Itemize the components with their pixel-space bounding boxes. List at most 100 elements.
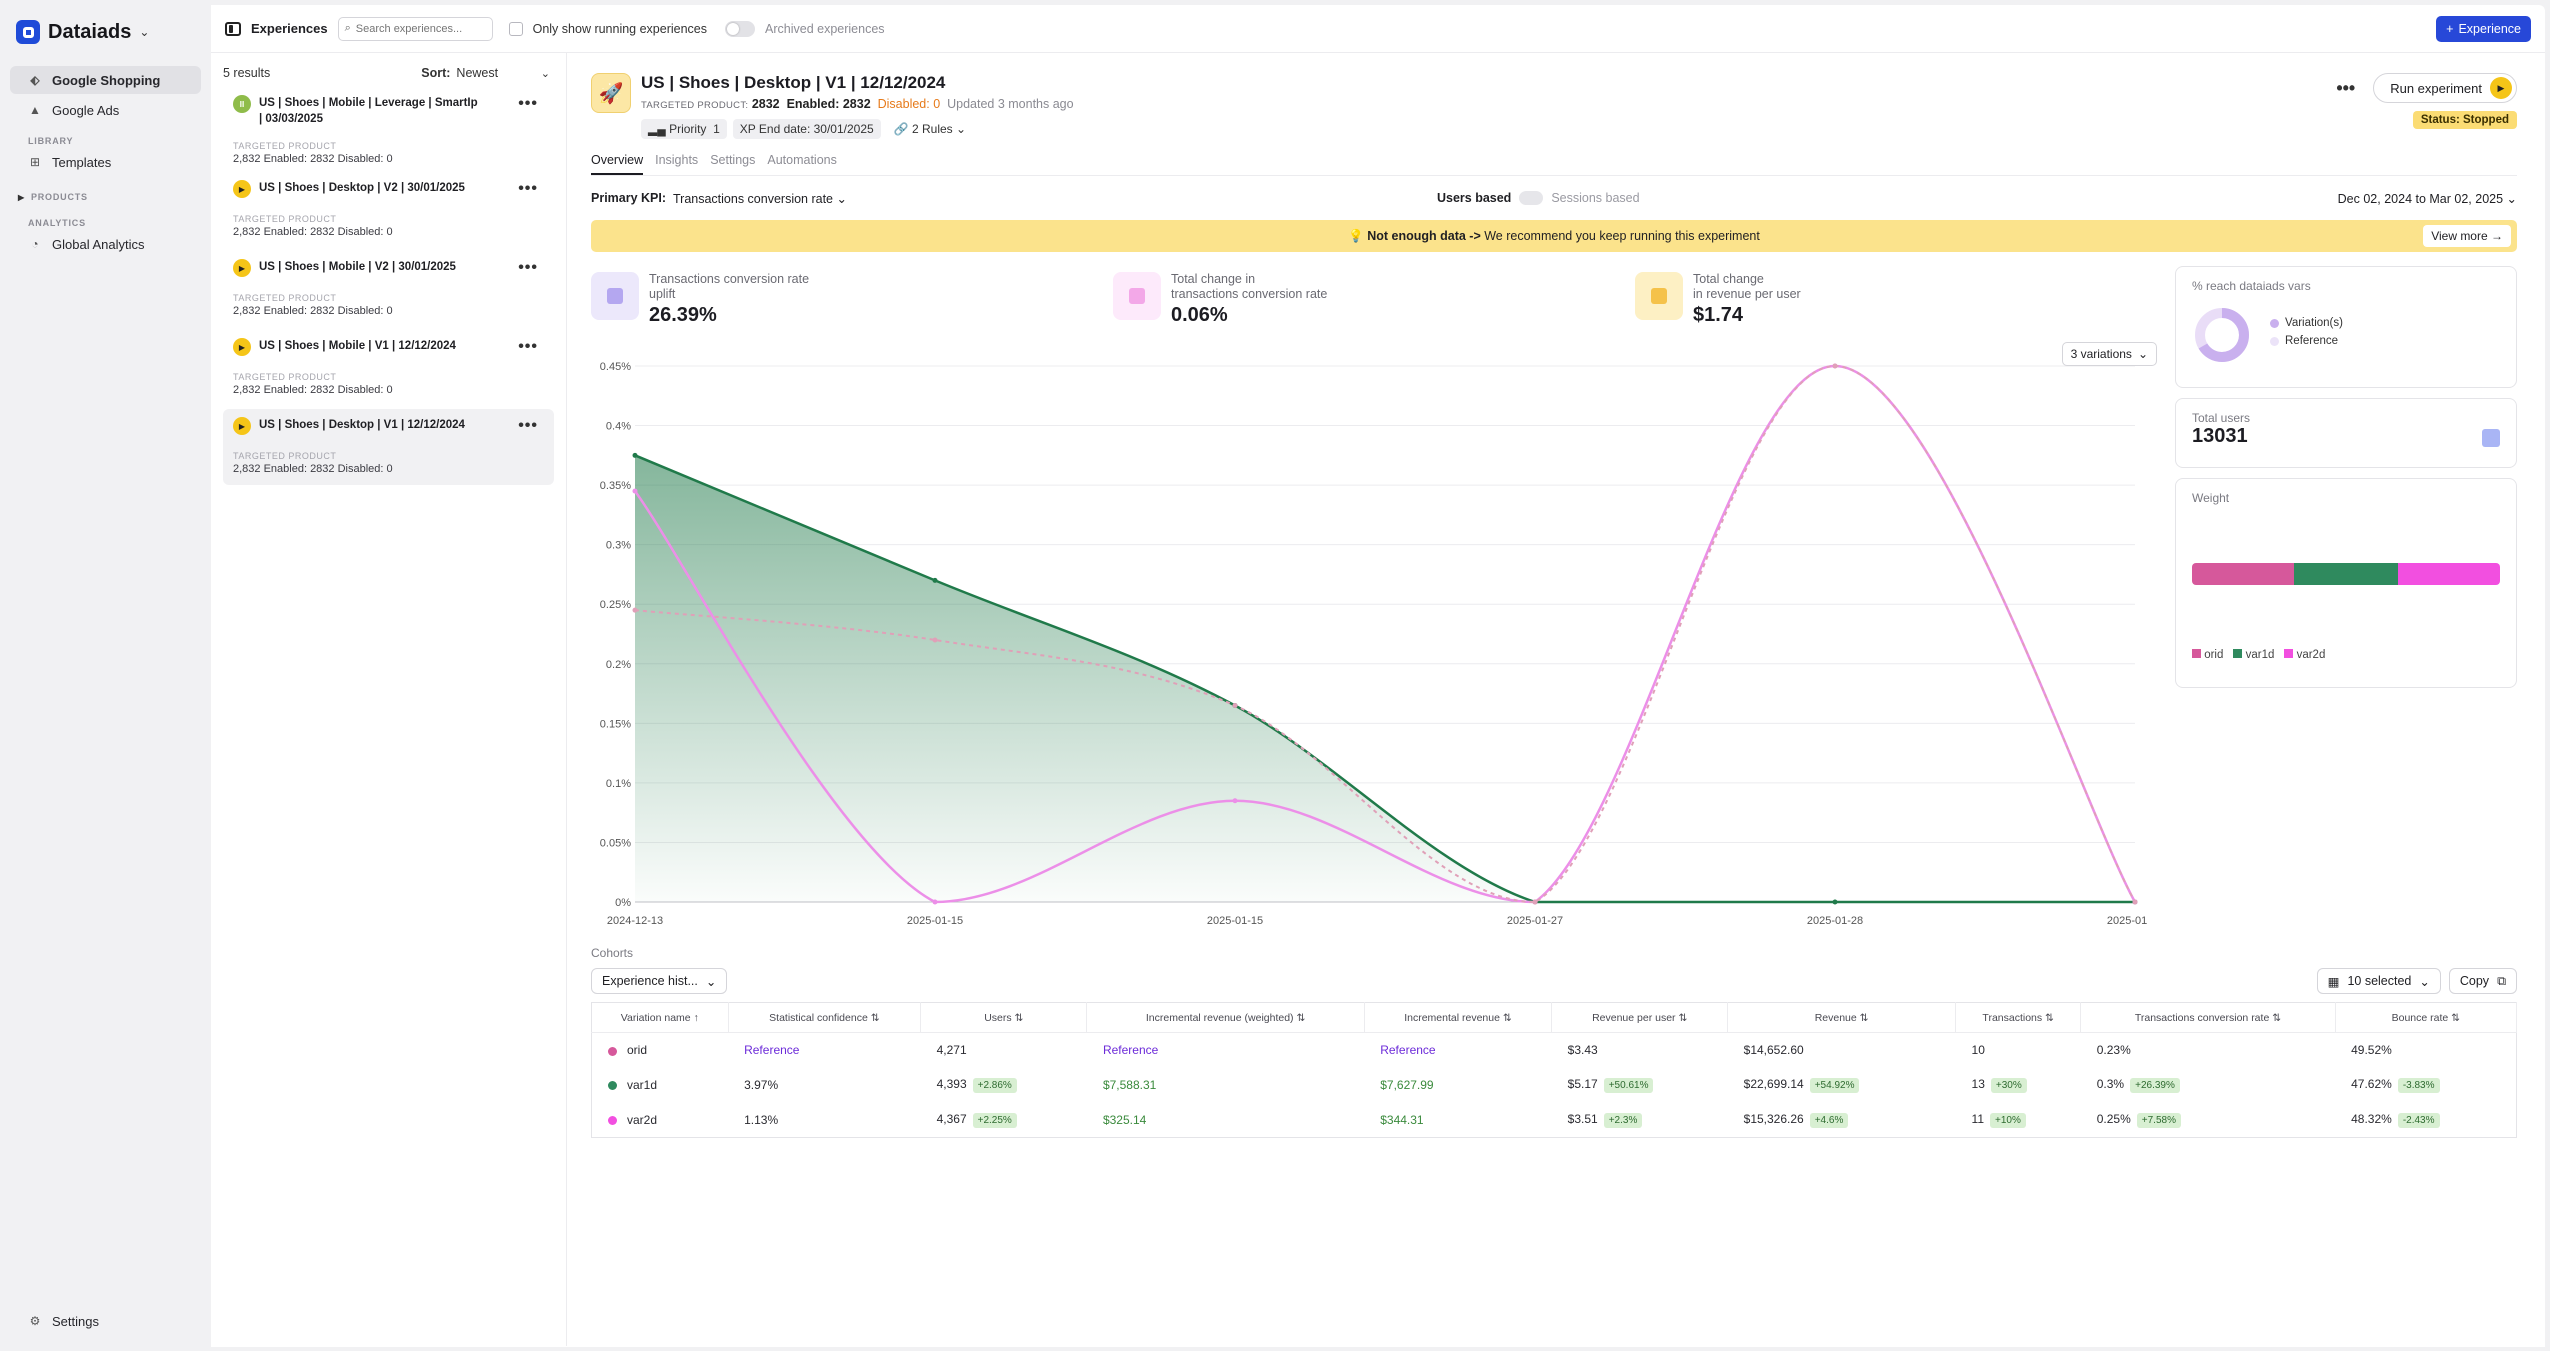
x-tick-label: 2025-01-15	[1207, 915, 1263, 927]
nav-item-settings[interactable]: ⚙ Settings	[10, 1307, 117, 1335]
brand-switcher[interactable]: Dataiads ⌄	[10, 16, 201, 66]
metric-icon-revenue	[1635, 272, 1683, 320]
list-item[interactable]: ▶ US | Shoes | Mobile | V2 | 30/01/2025 …	[223, 251, 554, 327]
column-header[interactable]: Bounce rate ⇅	[2335, 1002, 2518, 1033]
delta-badge: -3.83%	[2397, 1078, 2440, 1093]
list-item-selected[interactable]: ▶ US | Shoes | Desktop | V1 | 12/12/2024…	[223, 409, 554, 485]
data-point-var1d	[632, 452, 638, 458]
table-cell: 49.52%	[2351, 1043, 2392, 1058]
data-point-orid	[1832, 363, 1838, 369]
targeted-label: TARGETED PRODUCT	[233, 451, 337, 461]
users-sessions-toggle[interactable]	[1519, 191, 1544, 205]
tab-insights[interactable]: Insights	[655, 153, 699, 167]
table-cell: $22,699.14 +54.92%	[1728, 1068, 1956, 1103]
series-line-var2d	[633, 364, 2137, 904]
nav-item-label: Settings	[52, 1313, 99, 1329]
search-box[interactable]: ⌕	[337, 16, 493, 41]
priority-tag[interactable]: ▂▄ Priority 1	[641, 119, 727, 139]
column-header[interactable]: Transactions conversion rate ⇅	[2080, 1002, 2336, 1033]
run-experiment-button[interactable]: Run experiment ▶	[2373, 73, 2517, 103]
nav-item-templates[interactable]: ⊞ Templates	[10, 148, 201, 176]
y-tick-label: 0.05%	[600, 837, 631, 849]
column-header[interactable]: Transactions ⇅	[1955, 1002, 2082, 1033]
table-cell: $5.17 +50.61%	[1552, 1068, 1728, 1103]
nav-item-google-ads[interactable]: ▲ Google Ads	[10, 96, 201, 124]
products-section-toggle[interactable]: ▶ PRODUCTS	[10, 178, 201, 204]
experience-title: US | Shoes | Desktop | V2 | 30/01/2025	[259, 182, 465, 194]
view-more-button[interactable]: View more →	[2423, 225, 2511, 247]
more-options-icon[interactable]: •••	[518, 417, 538, 434]
tab-overview[interactable]: Overview	[591, 153, 644, 175]
series-line-orid	[634, 364, 2136, 904]
legend-variations: Variation(s)	[2270, 317, 2343, 329]
targeted-label: TARGETED PRODUCT	[233, 141, 337, 151]
primary-kpi-dropdown[interactable]: Transactions conversion rate ⌄	[672, 191, 847, 206]
date-range-value: Dec 02, 2024 to Mar 02, 2025	[2337, 191, 2504, 206]
columns-selector[interactable]: ▦ 10 selected ⌄	[2316, 968, 2441, 994]
only-running-checkbox[interactable]	[508, 21, 523, 36]
column-header[interactable]: Revenue ⇅	[1727, 1002, 1957, 1033]
delta-badge: +2.86%	[972, 1078, 1017, 1093]
table-icon: ▦	[2327, 974, 2340, 989]
experience-history-dropdown[interactable]: Experience hist... ⌄	[591, 968, 728, 994]
column-header[interactable]: Revenue per user ⇅	[1551, 1002, 1729, 1033]
sidebar-toggle-icon[interactable]	[225, 21, 241, 36]
new-experience-button[interactable]: + Experience	[2436, 15, 2531, 42]
variation-dot	[608, 1116, 617, 1126]
primary-kpi-value: Transactions conversion rate	[672, 191, 834, 206]
search-icon: ⌕	[344, 22, 351, 34]
legend-label: var1d	[2245, 649, 2275, 661]
weight-legend-item: var1d	[2233, 649, 2274, 661]
table-row[interactable]: orid Reference 4,271 Reference Reference $3.4…	[592, 1033, 2517, 1068]
status-badge: Status: Stopped	[2412, 111, 2517, 129]
more-options-icon[interactable]: •••	[518, 259, 538, 276]
delta-badge: +26.39%	[2130, 1078, 2180, 1093]
copy-button[interactable]: Copy ⧉	[2448, 968, 2517, 994]
date-range-picker[interactable]: Dec 02, 2024 to Mar 02, 2025 ⌄	[2337, 191, 2517, 206]
delta-badge: +2.25%	[972, 1112, 1017, 1128]
variations-dropdown[interactable]: 3 variations ⌄	[2061, 342, 2157, 366]
column-header[interactable]: Incremental revenue ⇅	[1364, 1002, 1553, 1033]
more-options-icon[interactable]: •••	[2336, 77, 2356, 98]
table-row[interactable]: var1d 3.97% 4,393 +2.86% $7,588.31 $7,627.99 $…	[592, 1068, 2517, 1103]
rules-dropdown[interactable]: 🔗 2 Rules ⌄	[893, 122, 967, 136]
more-options-icon[interactable]: •••	[518, 180, 538, 197]
list-item[interactable]: ▶ US | Shoes | Desktop | V2 | 30/01/2025…	[223, 172, 554, 248]
weight-title: Weight	[2192, 491, 2230, 505]
column-header[interactable]: Statistical confidence ⇅	[728, 1002, 922, 1033]
tab-settings[interactable]: Settings	[710, 153, 756, 167]
plus-icon: +	[2446, 21, 2454, 36]
table-cell: 0.3% +26.39%	[2081, 1068, 2335, 1103]
tab-automations[interactable]: Automations	[767, 153, 837, 167]
table-cell: $15,326.26 +4.6%	[1728, 1103, 1956, 1138]
column-header[interactable]: Incremental revenue (weighted) ⇅	[1086, 1002, 1365, 1033]
column-header[interactable]: Variation name ↑	[591, 1002, 729, 1033]
more-options-icon[interactable]: •••	[518, 338, 538, 355]
series-area-var1d	[635, 455, 2135, 902]
main-nav: Dataiads ⌄ ⬖ Google Shopping ▲ Google Ad…	[0, 0, 211, 1351]
link-icon: 🔗	[893, 122, 909, 136]
metric-icon-conversion	[1113, 272, 1161, 320]
analytics-section-label: ANALYTICS	[28, 218, 86, 228]
column-header[interactable]: Users ⇅	[920, 1002, 1088, 1033]
experience-meta: TARGETED PRODUCT: 2832 Enabled: 2832 Dis…	[641, 97, 1074, 111]
history-label: Experience hist...	[602, 974, 698, 988]
legend-swatch	[2192, 649, 2201, 658]
table-cell: 4,367 +2.25%	[921, 1103, 1087, 1138]
archived-toggle[interactable]	[725, 20, 756, 37]
search-input[interactable]	[355, 22, 476, 35]
data-point-orid	[932, 637, 938, 643]
table-cell: Reference	[1102, 1043, 1159, 1058]
sort-dropdown[interactable]: Sort: Newest	[421, 66, 498, 80]
more-options-icon[interactable]: •••	[518, 95, 538, 112]
list-item[interactable]: II US | Shoes | Mobile | Leverage | Smar…	[223, 87, 554, 169]
list-item[interactable]: ▶ US | Shoes | Mobile | V1 | 12/12/2024 …	[223, 330, 554, 406]
nav-item-google-shopping[interactable]: ⬖ Google Shopping	[10, 66, 201, 94]
legend-label: Reference	[2285, 335, 2339, 347]
nav-item-global-analytics[interactable]: ◔ Global Analytics	[10, 230, 201, 258]
table-row[interactable]: var2d 1.13% 4,367 +2.25% $325.14 $344.31 $3.51…	[592, 1103, 2517, 1138]
y-tick-label: 0.35%	[600, 480, 631, 492]
metric-label: in revenue per user	[1693, 287, 1801, 301]
users-based-label: Users based	[1436, 191, 1512, 205]
top-bar: Experiences ⌕ Only show running experien…	[211, 5, 2545, 53]
